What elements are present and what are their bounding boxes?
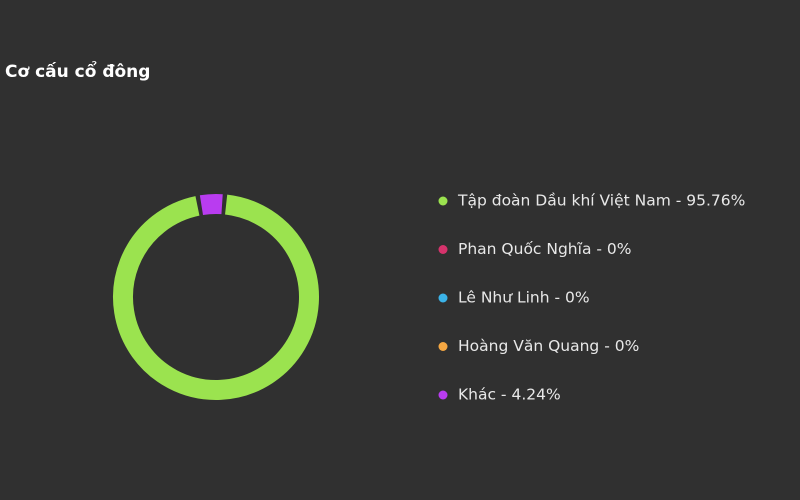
legend-label: Khác - 4.24% <box>458 386 561 404</box>
donut-segment <box>199 194 223 216</box>
legend-label: Lê Như Linh - 0% <box>458 289 590 307</box>
legend-label: Phan Quốc Nghĩa - 0% <box>458 240 631 258</box>
chart-title: Cơ cấu cổ đông <box>5 60 150 82</box>
donut-segment <box>113 194 319 400</box>
legend-marker <box>438 390 448 400</box>
legend-marker <box>438 245 448 254</box>
legend-marker <box>438 342 448 351</box>
legend-label: Hoàng Văn Quang - 0% <box>458 337 639 355</box>
legend-marker <box>438 196 448 206</box>
legend-label: Tập đoàn Dầu khí Việt Nam - 95.76% <box>457 192 745 210</box>
legend-marker <box>438 293 448 303</box>
